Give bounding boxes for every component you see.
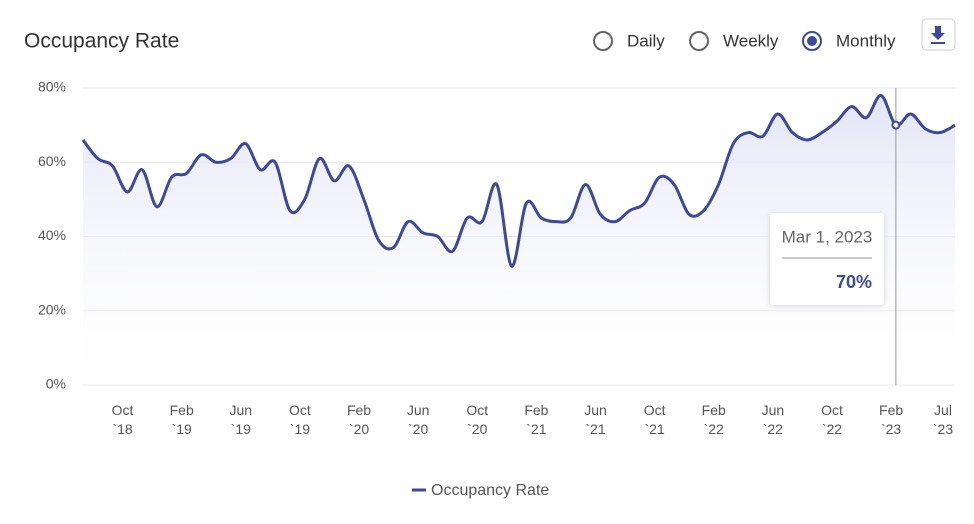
hover-dot [891, 120, 901, 130]
radio-label[interactable]: Monthly [836, 31, 896, 50]
radio-dot [807, 36, 817, 46]
radio-label[interactable]: Weekly [723, 31, 779, 50]
chart-title: Occupancy Rate [24, 30, 179, 53]
legend-label: Occupancy Rate [431, 482, 549, 499]
download-icon [931, 26, 945, 44]
radio-label[interactable]: Daily [627, 31, 665, 50]
y-tick-label: 40% [38, 227, 66, 243]
line [81, 93, 956, 268]
y-tick-label: 20% [38, 301, 66, 317]
x-tick-label: Oct `19 [289, 402, 311, 437]
radio-option[interactable]: Monthly [802, 31, 896, 51]
tooltip-date: Mar 1, 2023 [782, 227, 873, 246]
download-button[interactable] [921, 18, 956, 51]
radio-circle[interactable] [689, 31, 709, 51]
y-tick-label: 80% [38, 79, 66, 95]
y-tick-label: 0% [46, 376, 66, 392]
x-tick-label: Oct `18 [111, 402, 134, 437]
x-tick-label: Feb `21 [524, 402, 549, 437]
x-tick-label: Feb `19 [169, 402, 194, 437]
radio-circle[interactable] [593, 31, 613, 51]
x-tick-label: Oct `22 [821, 402, 843, 437]
x-tick-label: Jun `21 [584, 402, 607, 437]
x-tick-label: Oct `21 [643, 402, 666, 437]
x-tick-label: Jun `22 [761, 402, 785, 437]
x-tick-label: Oct `20 [466, 402, 489, 437]
x-tick-label: Feb `22 [701, 402, 726, 437]
x-tick-label: Feb `23 [879, 402, 904, 437]
x-tick-label: Jun `19 [229, 402, 253, 437]
x-tick-label: Feb `20 [346, 402, 372, 437]
x-tick-label: Jun `20 [406, 402, 430, 437]
radio-option[interactable]: Weekly [689, 31, 779, 51]
y-tick-label: 60% [38, 153, 66, 169]
radio-option[interactable]: Daily [593, 31, 665, 51]
tooltip-value: 70% [836, 272, 872, 292]
x-tick-label: Jul `23 [932, 402, 954, 437]
